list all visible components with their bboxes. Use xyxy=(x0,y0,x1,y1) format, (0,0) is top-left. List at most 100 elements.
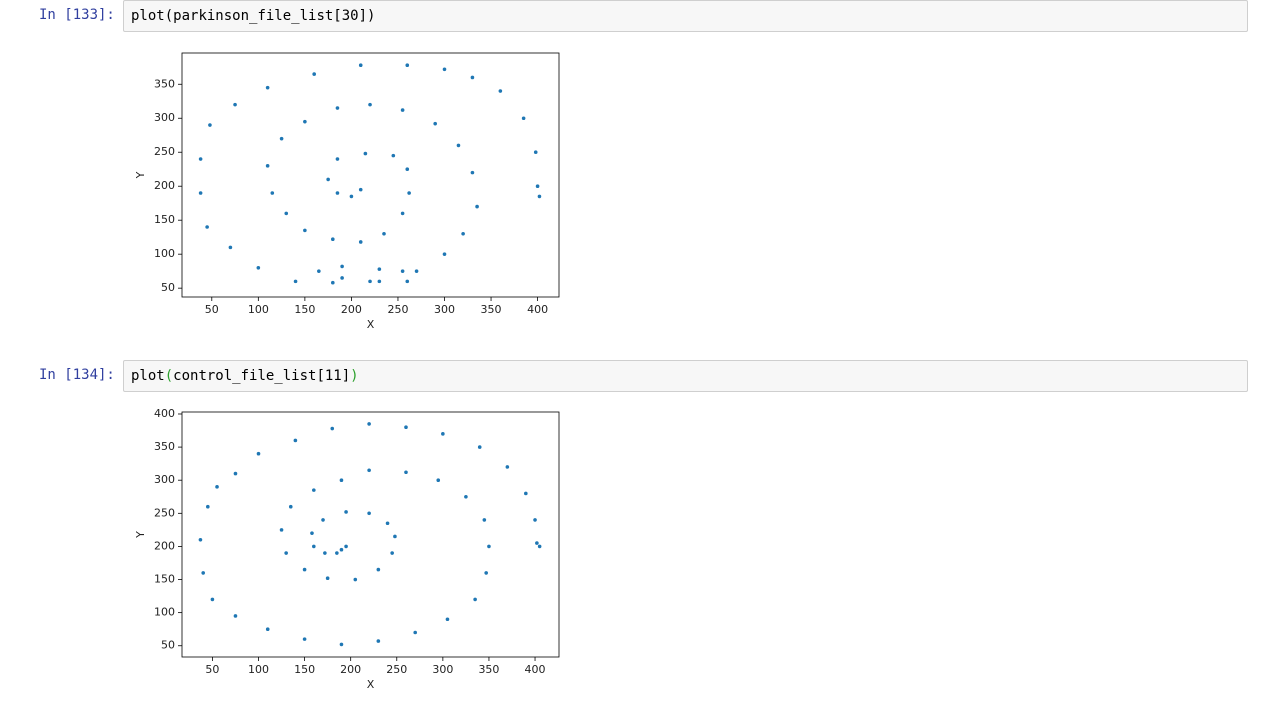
point xyxy=(368,279,372,284)
x-tick-label: 300 xyxy=(432,663,453,676)
point xyxy=(482,518,487,522)
point xyxy=(358,187,363,192)
code-token: ) xyxy=(367,8,376,24)
code-token: plot xyxy=(131,8,165,24)
point xyxy=(475,204,479,209)
point xyxy=(377,279,382,284)
point xyxy=(265,627,270,631)
point xyxy=(339,547,344,552)
point xyxy=(344,510,348,514)
code-cell[interactable]: plot(parkinson_file_list[30]) xyxy=(123,0,1248,32)
point xyxy=(312,488,316,492)
code-cell[interactable]: plot(control_file_list[11]) xyxy=(123,360,1248,392)
point xyxy=(470,75,475,80)
point xyxy=(302,637,307,641)
point xyxy=(284,551,288,555)
x-axis-label: X xyxy=(367,318,375,331)
point xyxy=(464,494,468,499)
point xyxy=(326,177,330,182)
x-tick-label: 400 xyxy=(525,663,546,676)
point xyxy=(205,225,209,229)
point xyxy=(330,426,335,431)
point xyxy=(344,544,348,549)
point xyxy=(303,228,307,233)
point xyxy=(310,531,314,535)
x-tick-label: 250 xyxy=(387,303,408,316)
point xyxy=(407,191,411,195)
y-axis-label: Y xyxy=(134,531,147,539)
y-tick-label: 150 xyxy=(154,573,175,586)
point xyxy=(302,567,307,572)
y-tick-label: 350 xyxy=(154,77,175,90)
point xyxy=(363,151,368,156)
point xyxy=(349,194,354,199)
point xyxy=(442,252,447,256)
point xyxy=(358,240,363,244)
point xyxy=(537,544,542,549)
point xyxy=(433,121,437,126)
point xyxy=(293,438,298,443)
point xyxy=(376,639,381,643)
code-token: ( xyxy=(164,368,174,384)
point xyxy=(201,571,206,575)
point xyxy=(537,194,542,199)
point xyxy=(404,470,408,475)
point xyxy=(198,157,203,161)
point xyxy=(505,465,510,469)
point xyxy=(456,143,461,148)
point xyxy=(208,123,212,127)
y-tick-label: 150 xyxy=(154,213,175,226)
point xyxy=(470,170,475,175)
point xyxy=(331,280,335,285)
code-token: control_file_list[11] xyxy=(173,368,351,384)
point xyxy=(390,551,394,555)
point xyxy=(303,119,307,124)
point xyxy=(340,264,344,269)
x-tick-label: 200 xyxy=(341,303,362,316)
point xyxy=(198,191,203,195)
point xyxy=(405,63,410,68)
code: plot(parkinson_file_list[30]) xyxy=(131,8,375,24)
point xyxy=(404,425,408,430)
code-token: parkinson_file_list[30] xyxy=(173,8,368,24)
point xyxy=(233,471,238,476)
point xyxy=(368,102,372,107)
plot-area xyxy=(181,52,560,298)
point xyxy=(521,116,526,121)
point xyxy=(477,445,482,449)
cell-prompt: In [134]: xyxy=(39,367,115,383)
y-tick-label: 300 xyxy=(154,473,175,486)
point xyxy=(284,211,289,216)
point xyxy=(256,265,261,270)
point xyxy=(400,108,405,112)
point xyxy=(312,544,316,549)
cell-prompt: In [133]: xyxy=(39,7,115,23)
plot-area xyxy=(181,411,560,658)
x-tick-label: 150 xyxy=(294,303,315,316)
point xyxy=(441,432,445,436)
x-tick-label: 100 xyxy=(248,663,269,676)
point xyxy=(228,245,233,250)
point xyxy=(385,521,390,526)
y-tick-label: 250 xyxy=(154,145,175,158)
code: plot(control_file_list[11]) xyxy=(131,368,359,384)
x-tick-label: 300 xyxy=(434,303,455,316)
point xyxy=(206,504,210,509)
point xyxy=(414,269,419,273)
point xyxy=(400,269,405,273)
y-tick-label: 250 xyxy=(154,506,175,519)
point xyxy=(376,567,381,572)
x-tick-label: 100 xyxy=(248,303,269,316)
x-tick-label: 150 xyxy=(294,663,315,676)
point xyxy=(524,491,528,496)
point xyxy=(405,279,410,284)
x-tick-label: 50 xyxy=(205,303,219,316)
point xyxy=(339,478,344,483)
point xyxy=(312,72,316,76)
point xyxy=(367,468,371,473)
point xyxy=(233,614,238,618)
code-token: ( xyxy=(164,8,174,24)
y-axis-label: Y xyxy=(134,171,147,179)
point xyxy=(265,85,270,90)
